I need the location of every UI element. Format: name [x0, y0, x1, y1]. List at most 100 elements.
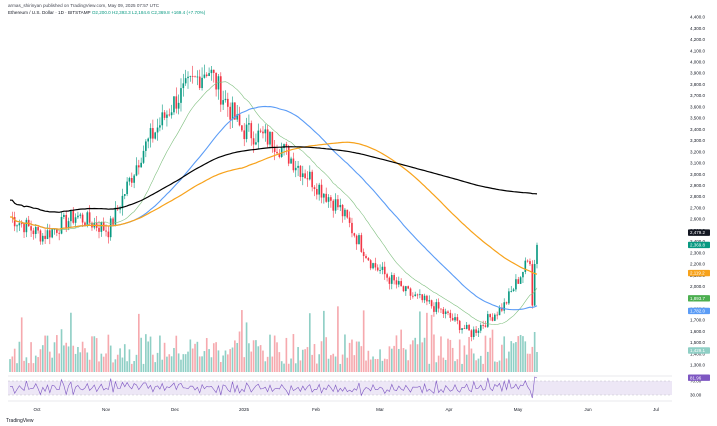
volume-bar — [27, 363, 30, 372]
volume-bar — [105, 353, 107, 372]
candle-body — [135, 165, 138, 176]
volume-bar — [484, 335, 487, 372]
price-label: 2,479.2 — [690, 230, 706, 235]
candle-body — [180, 88, 182, 103]
y-tick-label: 3,100.0 — [690, 161, 706, 166]
candle-body — [168, 114, 171, 116]
volume-bar — [241, 310, 243, 372]
y-tick-label: 2,300.0 — [690, 250, 706, 255]
candle-body — [369, 260, 372, 269]
price-axis: 4,400.0 4,300.0 4,200.0 4,100.0 4,000.0 3,900… — [690, 15, 706, 368]
volume-bar — [175, 335, 178, 372]
volume-bar — [100, 353, 103, 372]
y-tick-label: 2,700.0 — [690, 205, 706, 210]
rsi-pane: 70.00 30.00 81.96 — [8, 374, 710, 399]
volume-bar — [238, 331, 241, 372]
volume-bar — [41, 345, 44, 372]
y-tick-label: 2,600.0 — [690, 217, 706, 222]
candle-body — [98, 227, 100, 232]
candle-body — [287, 146, 290, 164]
volume-bar — [402, 348, 405, 372]
volume-bar — [140, 337, 142, 372]
candle-body — [126, 181, 128, 195]
volume-bar — [447, 338, 449, 372]
volume-bar — [168, 354, 171, 372]
volume-bar — [498, 360, 501, 372]
candle-body — [505, 302, 508, 304]
candle-body — [337, 199, 339, 208]
volume-bar — [163, 342, 166, 372]
volume-bar — [119, 348, 121, 372]
candle-body — [508, 291, 510, 304]
ma200-line — [9, 146, 538, 213]
volume-bar — [440, 336, 442, 372]
volume-bar — [353, 355, 356, 372]
volume-bar — [187, 351, 189, 372]
candles — [11, 64, 538, 342]
candle-body — [18, 223, 21, 226]
candle-body — [433, 306, 435, 312]
volume-bar — [142, 363, 145, 372]
candle-body — [355, 235, 358, 245]
candle-body — [30, 226, 32, 231]
volume-bar — [72, 345, 75, 372]
volume-bar — [149, 336, 152, 372]
volume-bar — [283, 363, 285, 372]
candle-body — [461, 328, 463, 331]
volume-bar — [44, 335, 46, 372]
candle-body — [316, 189, 318, 195]
ohlc-values: O2,200.0 H2,393.3 L2,184.6 C2,369.8 — [91, 10, 170, 15]
x-tick-label: Mar — [376, 407, 384, 412]
candle-body — [297, 165, 299, 168]
price-label-box — [688, 295, 710, 302]
candle-body — [259, 130, 262, 132]
volume-bar — [74, 353, 77, 372]
candle-body — [163, 112, 166, 118]
volume-bar — [491, 329, 494, 372]
candle-body — [360, 235, 363, 252]
volume-bar — [505, 358, 508, 372]
volume-bar — [161, 359, 164, 372]
candle-body — [140, 162, 142, 168]
candle-body — [166, 114, 168, 118]
candle-body — [273, 147, 276, 152]
volume-bar — [130, 363, 133, 372]
candle-body — [72, 210, 75, 223]
candle-body — [489, 314, 491, 318]
candle-body — [475, 329, 477, 333]
symbol-legend: Ethereum / U.S. Dollar · 1D · BITSTAMP O… — [8, 10, 205, 15]
volume-bar — [414, 337, 417, 372]
candle-body — [346, 209, 349, 218]
candle-body — [191, 75, 194, 77]
candle-body — [402, 286, 405, 292]
candle-body — [224, 98, 227, 101]
volume-bar — [536, 352, 538, 372]
volume-bar — [407, 360, 409, 372]
candle-body — [451, 317, 454, 321]
candle-body — [222, 100, 224, 105]
price-labels: 2,479.2 2,369.8 2,119.2 1,893.7 1,782.0 1,429… — [688, 229, 710, 354]
volume-bar — [311, 354, 313, 372]
volume-bar — [348, 342, 351, 372]
candle-body — [496, 314, 499, 316]
y-tick-label: 3,400.0 — [690, 127, 706, 132]
rsi-tick-label: 30.00 — [690, 393, 702, 398]
candle-body — [344, 209, 346, 217]
candle-body — [423, 295, 426, 301]
candle-body — [156, 127, 159, 133]
rsi-value-box — [688, 374, 710, 381]
rsi-line — [10, 376, 538, 399]
y-tick-label: 1,600.0 — [690, 329, 706, 334]
y-tick-label: 1,400.0 — [690, 351, 706, 356]
volume-bar — [531, 346, 534, 372]
volume-bar — [390, 348, 393, 372]
candle-body — [39, 230, 42, 242]
candle-body — [231, 102, 234, 120]
volume-bar — [107, 334, 110, 372]
candle-body — [435, 302, 438, 312]
candle-body — [189, 75, 192, 77]
y-tick-label: 2,900.0 — [690, 183, 706, 188]
price-label-box — [688, 307, 710, 315]
candle-body — [74, 217, 77, 223]
